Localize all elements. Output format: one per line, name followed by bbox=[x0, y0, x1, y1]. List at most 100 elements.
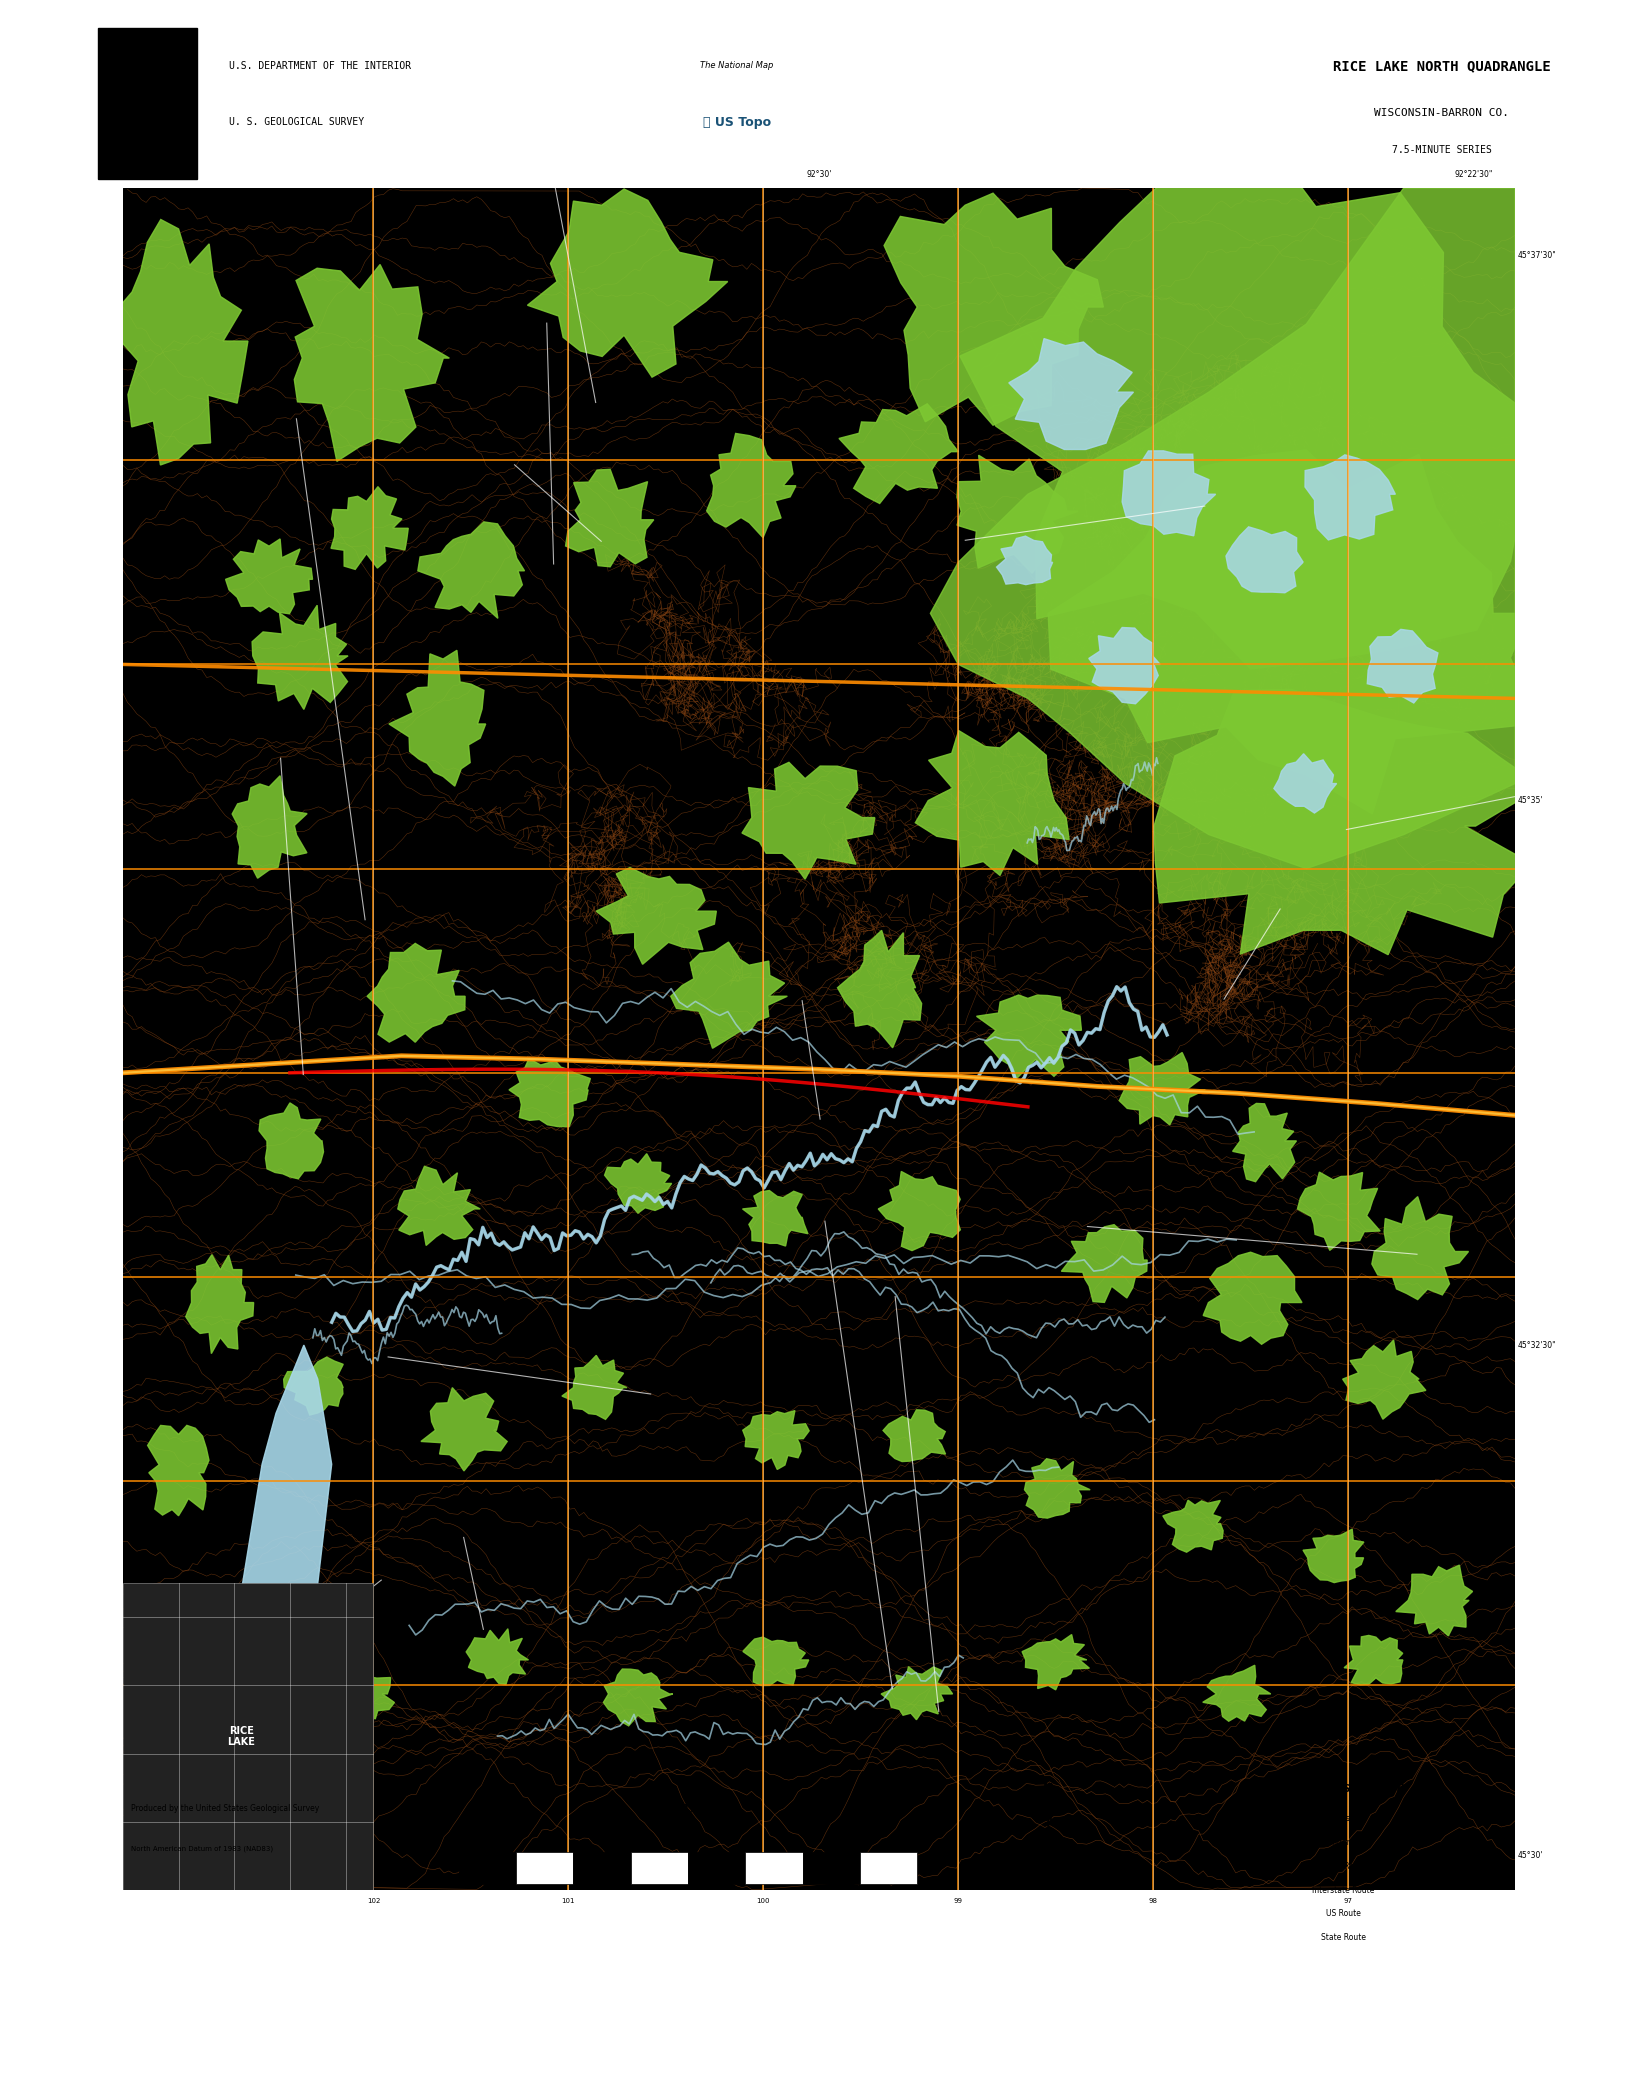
Polygon shape bbox=[509, 1059, 590, 1128]
Polygon shape bbox=[706, 434, 796, 537]
Text: The National Map: The National Map bbox=[701, 61, 773, 71]
Polygon shape bbox=[527, 190, 727, 378]
Polygon shape bbox=[957, 455, 1078, 574]
Bar bbox=[688, 1852, 745, 1883]
Polygon shape bbox=[878, 1171, 960, 1251]
Polygon shape bbox=[1119, 1052, 1206, 1125]
Polygon shape bbox=[742, 762, 875, 879]
Polygon shape bbox=[1345, 1635, 1402, 1685]
Polygon shape bbox=[233, 777, 306, 879]
Polygon shape bbox=[1233, 1102, 1296, 1182]
Text: 92°37'30": 92°37'30" bbox=[131, 171, 170, 180]
Polygon shape bbox=[883, 1409, 945, 1462]
Polygon shape bbox=[837, 931, 922, 1048]
Bar bbox=[803, 1852, 860, 1883]
Text: ⊠USGS: ⊠USGS bbox=[98, 88, 147, 100]
Bar bbox=[573, 1852, 631, 1883]
Polygon shape bbox=[930, 188, 1515, 869]
Polygon shape bbox=[1396, 1566, 1473, 1635]
Polygon shape bbox=[116, 219, 247, 466]
Polygon shape bbox=[418, 522, 524, 618]
Bar bbox=[459, 1852, 516, 1883]
Polygon shape bbox=[398, 1167, 480, 1244]
Polygon shape bbox=[960, 119, 1551, 668]
Polygon shape bbox=[1368, 628, 1438, 704]
Polygon shape bbox=[1122, 451, 1215, 537]
Bar bbox=[123, 1583, 373, 1890]
Polygon shape bbox=[1009, 338, 1133, 449]
Polygon shape bbox=[596, 867, 716, 965]
Polygon shape bbox=[1202, 1666, 1271, 1721]
Polygon shape bbox=[916, 731, 1070, 875]
Text: Produced by the United States Geological Survey: Produced by the United States Geological… bbox=[131, 1804, 319, 1812]
Text: 45°35': 45°35' bbox=[1518, 796, 1543, 806]
Bar bbox=[631, 1852, 688, 1883]
Text: State Route: State Route bbox=[1320, 1933, 1366, 1942]
Polygon shape bbox=[1343, 1340, 1427, 1420]
Text: 7.5-MINUTE SERIES: 7.5-MINUTE SERIES bbox=[1392, 146, 1491, 155]
Text: WISCONSIN-BARRON CO.: WISCONSIN-BARRON CO. bbox=[1374, 109, 1509, 117]
Text: 100: 100 bbox=[757, 1898, 770, 1904]
Polygon shape bbox=[1305, 455, 1396, 541]
Polygon shape bbox=[206, 1345, 333, 1804]
Bar bbox=[860, 1852, 917, 1883]
Polygon shape bbox=[1163, 1499, 1224, 1551]
Polygon shape bbox=[331, 487, 408, 570]
Polygon shape bbox=[467, 1629, 529, 1685]
Bar bbox=[98, 29, 197, 180]
Polygon shape bbox=[744, 1637, 809, 1685]
Text: 101: 101 bbox=[562, 1898, 575, 1904]
Polygon shape bbox=[147, 1426, 210, 1516]
Polygon shape bbox=[1225, 526, 1304, 593]
Text: 🗺 US Topo: 🗺 US Topo bbox=[703, 115, 771, 129]
Polygon shape bbox=[670, 942, 788, 1048]
Polygon shape bbox=[565, 470, 654, 566]
Polygon shape bbox=[604, 1155, 672, 1213]
Text: 92°22'30": 92°22'30" bbox=[1455, 171, 1492, 180]
Text: 99: 99 bbox=[953, 1898, 963, 1904]
Polygon shape bbox=[185, 1255, 254, 1353]
Polygon shape bbox=[1155, 689, 1541, 954]
Bar bbox=[516, 1852, 573, 1883]
Text: 102: 102 bbox=[367, 1898, 380, 1904]
Polygon shape bbox=[1297, 1171, 1381, 1251]
Text: US Route: US Route bbox=[1325, 1908, 1361, 1919]
Bar bbox=[745, 1852, 803, 1883]
Polygon shape bbox=[367, 944, 465, 1042]
Polygon shape bbox=[1274, 754, 1337, 812]
Text: Local Road: Local Road bbox=[1322, 1862, 1364, 1871]
Polygon shape bbox=[388, 649, 486, 787]
Polygon shape bbox=[996, 537, 1053, 585]
Text: N: N bbox=[1043, 1783, 1053, 1796]
Polygon shape bbox=[1061, 1226, 1147, 1303]
Polygon shape bbox=[562, 1355, 627, 1420]
Polygon shape bbox=[1048, 449, 1540, 814]
Polygon shape bbox=[881, 1666, 953, 1721]
Polygon shape bbox=[252, 606, 347, 710]
Polygon shape bbox=[885, 194, 1104, 426]
Text: 45°37'30": 45°37'30" bbox=[1518, 251, 1556, 261]
Text: 92°30': 92°30' bbox=[806, 171, 832, 180]
Text: 97: 97 bbox=[1343, 1898, 1353, 1904]
Text: U. S. GEOLOGICAL SURVEY: U. S. GEOLOGICAL SURVEY bbox=[229, 117, 364, 127]
Polygon shape bbox=[1204, 1253, 1302, 1345]
Text: North American Datum of 1983 (NAD83): North American Datum of 1983 (NAD83) bbox=[131, 1846, 274, 1852]
Polygon shape bbox=[295, 265, 449, 461]
Polygon shape bbox=[328, 1672, 395, 1727]
Polygon shape bbox=[187, 1612, 254, 1693]
Text: RICE
LAKE: RICE LAKE bbox=[228, 1725, 256, 1748]
Polygon shape bbox=[1302, 1528, 1364, 1583]
Text: Expressway: Expressway bbox=[1320, 1814, 1366, 1823]
Polygon shape bbox=[1373, 1196, 1469, 1299]
Polygon shape bbox=[976, 996, 1081, 1079]
Polygon shape bbox=[839, 403, 958, 503]
Text: 98: 98 bbox=[1148, 1898, 1158, 1904]
Polygon shape bbox=[259, 1102, 324, 1180]
Text: 45°30': 45°30' bbox=[1518, 1852, 1543, 1860]
Text: Secondary Hwy: Secondary Hwy bbox=[1314, 1837, 1373, 1848]
Polygon shape bbox=[421, 1389, 508, 1470]
Polygon shape bbox=[226, 539, 313, 614]
Polygon shape bbox=[283, 1357, 344, 1416]
Text: U.S. DEPARTMENT OF THE INTERIOR: U.S. DEPARTMENT OF THE INTERIOR bbox=[229, 61, 411, 71]
Text: RICE LAKE NORTH QUADRANGLE: RICE LAKE NORTH QUADRANGLE bbox=[1333, 58, 1550, 73]
